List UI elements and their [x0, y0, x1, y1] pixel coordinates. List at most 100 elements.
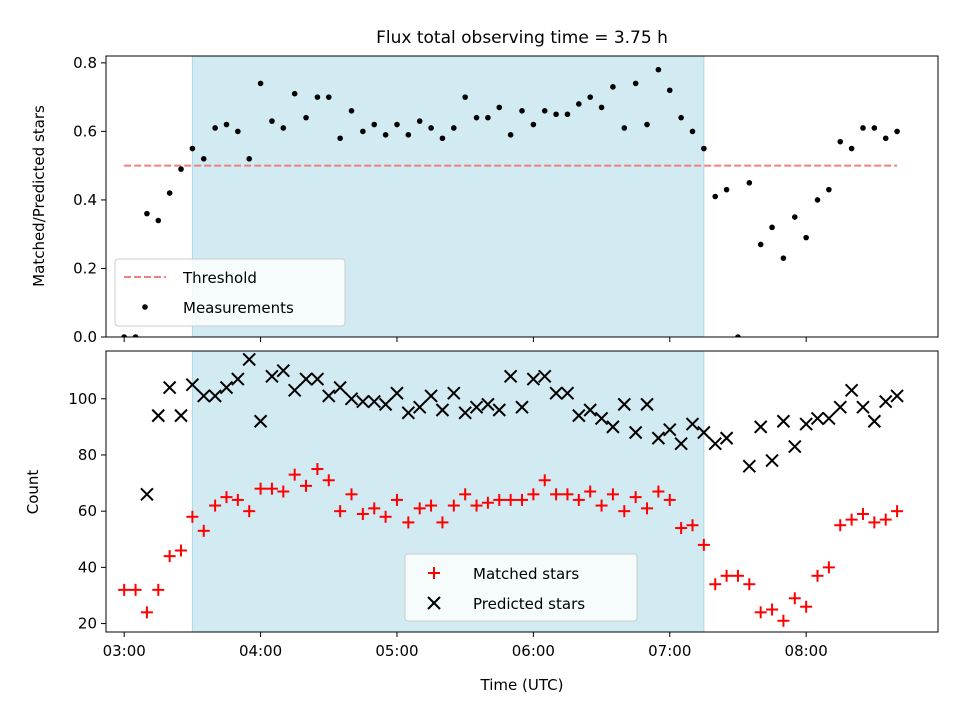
matched-star-point	[129, 583, 142, 596]
predicted-marker-b	[162, 380, 177, 395]
matched-star-point	[709, 578, 722, 591]
measurement-point	[894, 128, 900, 135]
predicted-star-point	[174, 408, 188, 423]
y-tick-label: 100	[68, 390, 97, 408]
predicted-marker-b	[628, 425, 643, 440]
predicted-marker-b	[333, 380, 347, 395]
predicted-star-point	[242, 352, 256, 367]
measurement-point	[644, 121, 650, 128]
measurement-point	[189, 145, 196, 152]
predicted-star-point	[197, 389, 211, 403]
predicted-star-point	[469, 400, 484, 414]
predicted-marker-b	[287, 383, 302, 398]
matched-star-point	[754, 606, 767, 619]
measurement-point	[587, 94, 593, 100]
predicted-marker-b	[299, 372, 313, 386]
matched-star-point	[550, 488, 563, 501]
top-y-axis-label: Matched/Predicted stars	[30, 105, 48, 287]
predicted-star-point	[424, 389, 438, 403]
measurement-point	[462, 94, 468, 100]
measurement-point	[860, 125, 866, 131]
measurement-point	[246, 156, 253, 162]
predicted-marker-b	[685, 417, 700, 431]
matched-star-point	[345, 488, 358, 501]
matched-star-point	[288, 468, 301, 481]
measurement-point	[212, 125, 218, 131]
matched-star-point	[629, 491, 642, 504]
matched-star-point	[470, 499, 483, 512]
predicted-marker-b	[174, 408, 188, 423]
bottom-legend-predicted-label: Predicted stars	[473, 595, 585, 613]
matched-star-point	[152, 583, 165, 596]
measurement-point	[439, 135, 446, 142]
measurement-point	[757, 241, 764, 248]
predicted-marker-b	[140, 487, 154, 502]
y-tick-label: 0.6	[73, 122, 97, 140]
matched-star-point	[436, 516, 449, 529]
predicted-star-point	[140, 487, 154, 502]
predicted-star-point	[526, 372, 541, 386]
predicted-star-point	[538, 369, 552, 383]
predicted-marker-b	[208, 389, 222, 403]
measurement-point	[280, 125, 287, 131]
matched-star-point	[720, 569, 733, 582]
matched-star-point	[516, 493, 528, 506]
predicted-star-point	[594, 411, 609, 426]
predicted-star-point	[503, 369, 518, 383]
predicted-marker-b	[753, 420, 768, 434]
matched-star-point	[788, 592, 801, 605]
predicted-star-point	[458, 406, 472, 420]
predicted-star-point	[799, 417, 813, 431]
predicted-star-point	[435, 403, 450, 417]
predicted-marker-b	[197, 389, 211, 403]
measurement-point	[814, 197, 821, 203]
measurement-point	[348, 108, 355, 114]
matched-star-point	[697, 538, 710, 551]
predicted-marker-b	[424, 389, 438, 403]
predicted-marker-b	[469, 400, 484, 414]
predicted-star-point	[867, 414, 882, 428]
predicted-star-point	[572, 408, 586, 423]
matched-star-point	[652, 485, 665, 498]
measurement-point	[712, 193, 719, 200]
matched-star-point	[663, 493, 676, 506]
matched-star-point	[641, 502, 654, 515]
measurement-point	[485, 114, 491, 121]
predicted-marker-b	[697, 425, 711, 440]
predicted-star-point	[481, 397, 495, 412]
measurement-point	[269, 118, 275, 124]
measurement-point	[451, 125, 457, 131]
predicted-marker-b	[458, 406, 472, 420]
matched-star-point	[675, 522, 688, 535]
predicted-marker-b	[776, 414, 791, 428]
x-tick-label: 03:00	[103, 642, 146, 660]
matched-star-point	[561, 488, 574, 501]
predicted-star-point	[299, 372, 313, 386]
matched-star-point	[277, 485, 290, 498]
measurement-legend-marker	[142, 304, 148, 310]
measurement-point	[132, 334, 139, 337]
measurement-point	[553, 111, 559, 118]
matched-star-point	[777, 614, 790, 627]
predicted-star-point	[401, 406, 416, 420]
predicted-star-point	[833, 400, 847, 414]
predicted-marker-b	[674, 437, 688, 451]
top-y-ticks: 0.0 0.2 0.4 0.6 0.8	[73, 54, 106, 346]
measurement-point	[666, 87, 673, 94]
matched-star-point	[879, 513, 892, 526]
predicted-star-point	[287, 383, 302, 398]
measurement-point	[507, 132, 514, 138]
predicted-marker-b	[788, 439, 802, 454]
predicted-marker-b	[594, 411, 609, 426]
predicted-star-point	[162, 380, 177, 395]
bottom-legend: Matched stars Predicted stars	[404, 553, 638, 622]
predicted-star-point	[651, 431, 666, 445]
measurement-point	[882, 135, 889, 142]
predicted-star-point	[333, 380, 347, 395]
predicted-star-point	[367, 394, 381, 409]
x-tick-label: 04:00	[239, 642, 282, 660]
matched-star-point	[856, 507, 869, 520]
predicted-marker-b	[219, 380, 234, 395]
predicted-marker-b	[412, 400, 427, 414]
